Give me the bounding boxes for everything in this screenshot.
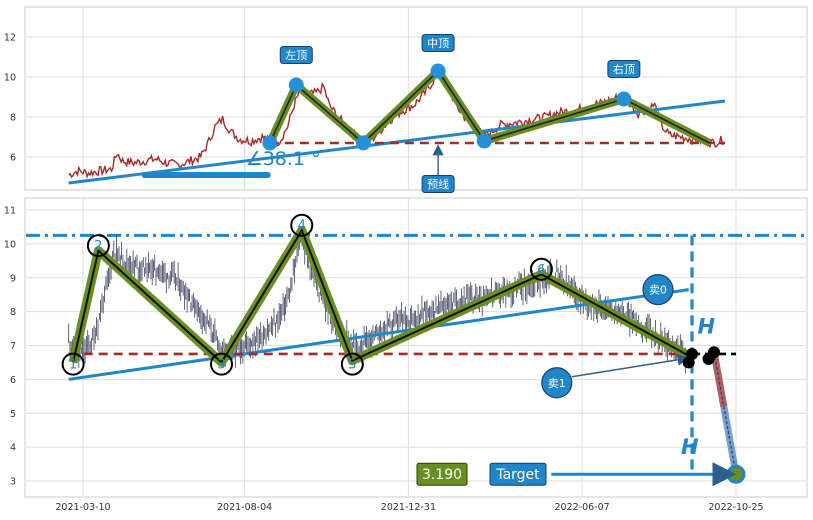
top-annotation-right-text: 右顶 — [613, 62, 635, 76]
bottom-zigzag-inner — [72, 228, 690, 364]
pivot-label-1: 1 — [69, 358, 77, 373]
top-pivot-marker — [616, 91, 632, 107]
top-annotation-neckline-text: 预线 — [427, 177, 449, 191]
bottom-ytick-label: 9 — [10, 273, 16, 284]
pivot-circle-1 — [61, 352, 85, 376]
breakdown-dot — [708, 346, 721, 359]
bottom-ytick-label: 10 — [4, 239, 16, 250]
pivot-label-3: 3 — [217, 358, 225, 373]
pivot-circle-6 — [529, 257, 553, 281]
bottom-xtick-label: 2021-12-31 — [381, 502, 436, 513]
height-label-2: H — [681, 435, 699, 459]
bottom-ytick-label: 11 — [4, 206, 16, 217]
bottom-ytick-label: 3 — [10, 477, 16, 488]
bottom-xtick-label: 2021-03-10 — [55, 502, 110, 513]
top-pivot-marker — [262, 135, 278, 151]
pivot-label-4: 4 — [298, 219, 306, 234]
top-pivot-marker — [430, 63, 446, 79]
bottom-ytick-label: 8 — [10, 307, 16, 318]
sell1-arrow — [571, 353, 690, 378]
pivot-label-2: 2 — [94, 239, 102, 254]
target-label-box — [489, 462, 547, 486]
top-annotation-mid-text: 中顶 — [427, 37, 449, 50]
bottom-ytick-label: 4 — [10, 443, 16, 454]
pivot-circle-5 — [340, 352, 364, 376]
pivot-label-6: 6 — [537, 263, 545, 278]
pivot-label-5: 5 — [348, 358, 356, 373]
top-pivot-marker — [288, 77, 304, 93]
bottom-ytick-label: 7 — [10, 341, 16, 352]
top-ytick-label: 8 — [10, 113, 16, 124]
top-pivot-marker — [355, 135, 371, 151]
top-pivot-marker — [476, 133, 492, 149]
bottom-trendline — [68, 288, 689, 381]
bottom-ytick-label: 5 — [10, 409, 16, 420]
bottom-ytick-label: 6 — [10, 375, 16, 386]
angle-label: ∠38.1 ° — [246, 148, 321, 170]
top-annotation-left-text: 左顶 — [285, 49, 307, 62]
top-annotation-neckline-box — [421, 175, 455, 193]
sell0-marker-text: 卖0 — [649, 284, 667, 297]
top-annotation-left-box — [279, 46, 313, 64]
sell0-marker-circle — [642, 274, 674, 306]
pivot-circle-4 — [290, 213, 314, 237]
top-ytick-label: 12 — [4, 33, 16, 44]
breakdown-dot — [686, 347, 699, 360]
projection-center-line — [713, 352, 737, 475]
height-label-1: H — [698, 315, 716, 339]
pivot-circle-3 — [210, 352, 234, 376]
pivot-circle-2 — [86, 234, 110, 258]
sell1-marker-circle — [541, 367, 573, 399]
target-value-box — [416, 462, 468, 486]
bottom-xtick-label: 2022-06-07 — [554, 502, 609, 513]
top-annotation-right-box — [607, 60, 641, 78]
top-ytick-label: 6 — [10, 153, 16, 164]
bottom-xtick-label: 2022-10-25 — [708, 502, 763, 513]
target-label-text: Target — [495, 467, 540, 483]
top-annotation-mid-box — [421, 34, 455, 52]
top-ytick-label: 10 — [4, 73, 16, 84]
target-value-text: 3.190 — [422, 467, 462, 483]
sell1-marker-text: 卖1 — [548, 377, 566, 390]
bottom-xtick-label: 2021-08-04 — [217, 502, 272, 513]
